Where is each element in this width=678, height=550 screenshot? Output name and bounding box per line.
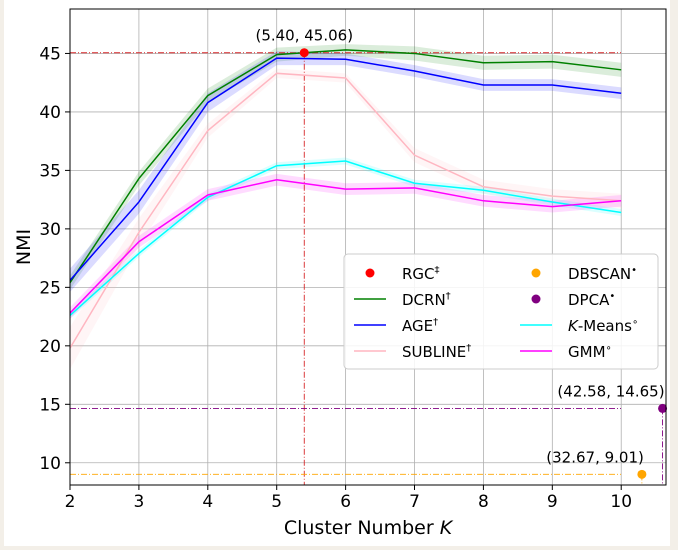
legend-box (343, 253, 659, 370)
dbscan-point-label: (32.67, 9.01) (546, 448, 644, 466)
legend-dbscan-label: DBSCAN• (568, 265, 637, 283)
x-tick-label: 9 (547, 492, 558, 512)
x-tick-label: 2 (65, 492, 76, 512)
y-axis-label: NMI (13, 229, 35, 265)
x-tick-label: 4 (202, 492, 213, 512)
x-tick-label: 7 (409, 492, 420, 512)
legend-gmm-label: GMM∘ (568, 343, 612, 361)
gmm-line (69, 178, 622, 314)
y-tick-label: 25 (39, 278, 61, 298)
plot-frame (69, 8, 667, 486)
guide-lines (70, 52, 664, 485)
legend-rgc-label: RGC‡ (402, 265, 440, 283)
dcrn-band (70, 44, 622, 290)
y-tick-label: 30 (39, 220, 61, 240)
legend: RGC‡ DBSCAN• DCRN† DPCA• AGE† K-Means∘ SUBLINE… (343, 253, 659, 370)
y-tick-label: 35 (39, 161, 61, 181)
highlight-points: (5.40, 45.06) (42.58, 14.65) (32.67, 9.01) (255, 27, 668, 479)
y-tick-label: 45 (39, 44, 61, 64)
legend-rgc-swatch (365, 268, 375, 278)
dcrn-line (69, 49, 622, 284)
y-tick-label: 10 (39, 454, 61, 474)
x-tick-label: 3 (133, 492, 144, 512)
rgc-point (299, 48, 309, 58)
x-axis-label: Cluster Number K (284, 517, 454, 539)
legend-dpca-swatch (531, 294, 541, 304)
legend-age-label: AGE† (402, 317, 438, 335)
subline-line (69, 72, 622, 349)
plot-area (70, 9, 666, 485)
kmeans-line (69, 160, 622, 316)
legend-dbscan-swatch (531, 268, 541, 278)
series-lines (69, 49, 622, 349)
dbscan-point (637, 469, 647, 479)
y-tick-label: 20 (39, 337, 61, 357)
rgc-point-label: (5.40, 45.06) (255, 27, 353, 45)
age-band (70, 51, 622, 293)
x-tick-label: 5 (271, 492, 282, 512)
legend-dpca-label: DPCA• (568, 291, 615, 309)
legend-subline-label: SUBLINE† (402, 343, 471, 361)
x-tick-label: 8 (478, 492, 489, 512)
y-tick-label: 40 (39, 103, 61, 123)
legend-kmeans-label: K-Means∘ (568, 317, 638, 335)
x-tick-label: 10 (610, 492, 632, 512)
legend-dcrn-label: DCRN† (402, 291, 451, 309)
x-tick-label: 6 (340, 492, 351, 512)
y-tick-label: 15 (39, 395, 61, 415)
dpca-point (658, 403, 668, 413)
age-line (69, 57, 622, 281)
dpca-point-label: (42.58, 14.65) (557, 382, 664, 400)
